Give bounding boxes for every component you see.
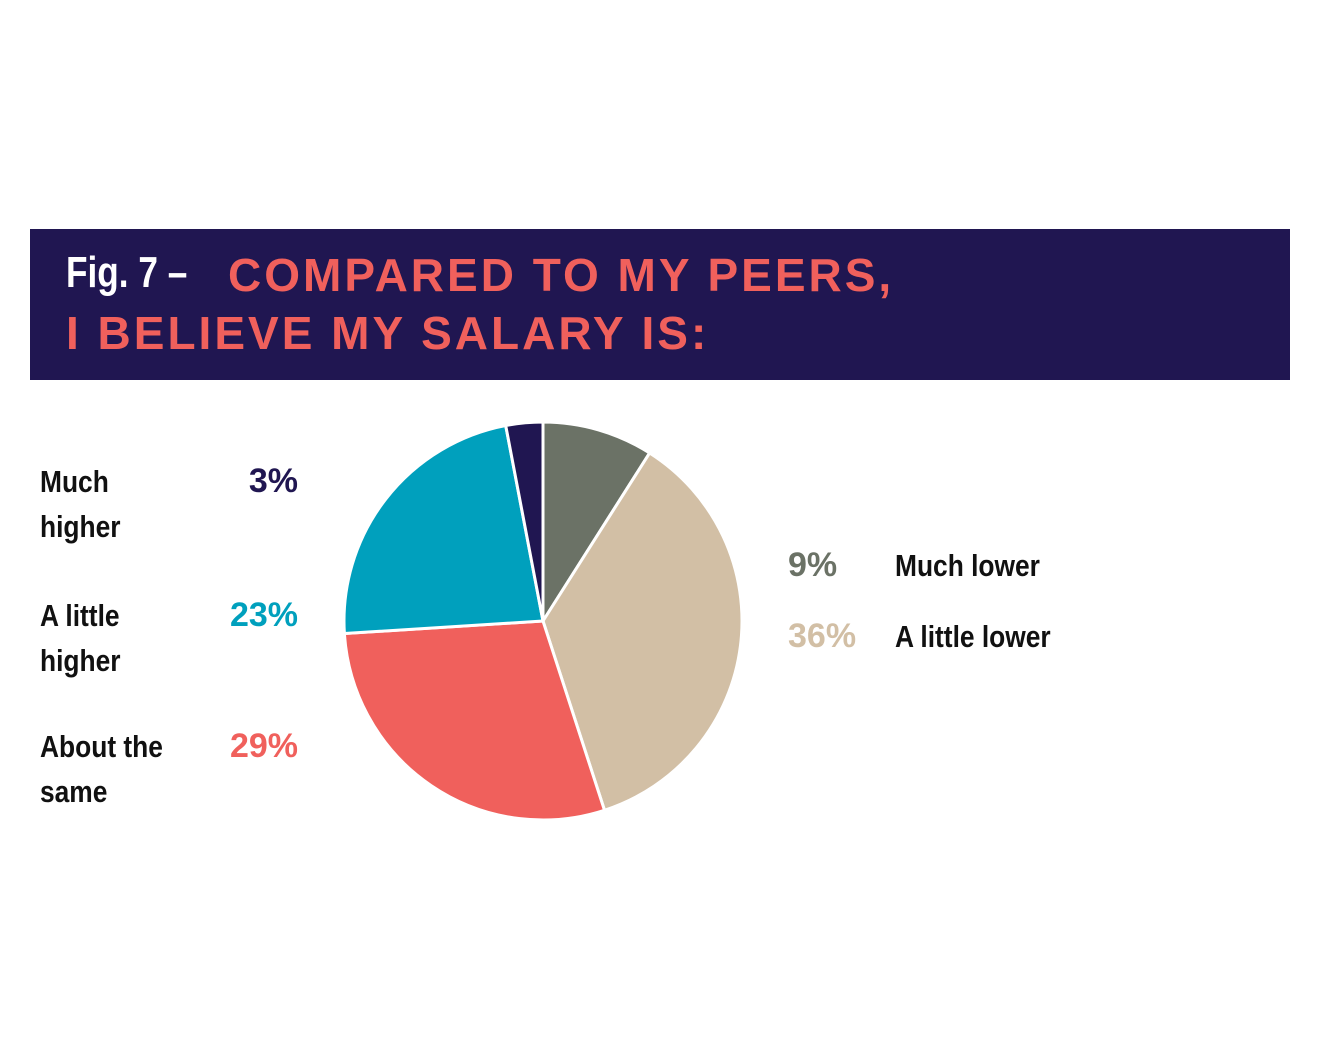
value-label: 36% [788, 617, 857, 655]
value-label: 23% [229, 596, 298, 634]
value-label: 29% [229, 727, 298, 765]
legend-label: Much lower [895, 548, 1040, 583]
legend-label: About the same [40, 729, 163, 809]
pie-slice [541, 450, 744, 813]
value-label: 3% [248, 462, 298, 500]
legend-label: Much higher [40, 464, 121, 544]
pie-slice [503, 420, 545, 622]
pie-slice [541, 420, 652, 627]
pie-slice [342, 619, 607, 822]
pie-slice [342, 423, 545, 636]
chart-title: COMPARED TO MY PEERS, [228, 249, 895, 301]
title-band [30, 229, 1290, 380]
value-label: 9% [788, 546, 838, 584]
chart-title: I BELIEVE MY SALARY IS: [66, 307, 710, 359]
figure-label: Fig. 7 – [66, 248, 188, 297]
legend-label: A little lower [895, 619, 1051, 654]
legend-label: A little higher [40, 598, 121, 678]
